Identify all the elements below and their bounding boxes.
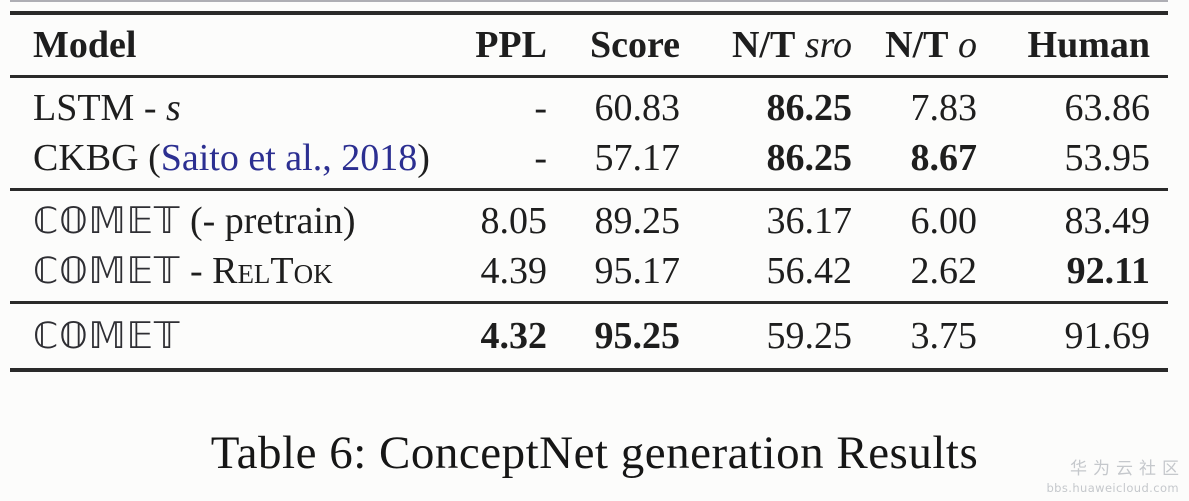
top-faint-rule (10, 0, 1168, 2)
value-cell-score: 60.83 (594, 87, 681, 129)
column-header-label: N/T (731, 24, 796, 66)
column-header-label: PPL (475, 24, 547, 66)
value-cell-human: 92.11 (1066, 250, 1150, 292)
value-cell-ppl: - (534, 87, 547, 129)
value-cell-ppl: - (534, 137, 547, 179)
value-cell-nt-o: 3.75 (910, 315, 978, 357)
column-header-human: Human (977, 13, 1168, 77)
row-group-1: LSTM - s -60.83 86.25 7.83 63.86 CKBG (Saito … (10, 77, 1168, 190)
value-cell-human: 83.49 (1064, 200, 1151, 242)
value-cell-ppl: 8.05 (480, 200, 548, 242)
watermark-url: bbs.huaweicloud.com (1046, 481, 1179, 495)
header-row: Model PPL Score N/T sro N/T o Human (10, 13, 1168, 77)
value-cell-nt-o: 7.83 (910, 87, 978, 129)
model-name-text: RelTok (212, 250, 333, 292)
model-name-text: LSTM - (33, 87, 166, 129)
table-row: LSTM - s - 60.83 86.25 7.83 63.86 (10, 77, 1168, 134)
value-cell-nt-sro: 86.25 (766, 137, 853, 179)
column-header-math-symbol: sro (795, 24, 852, 66)
model-cell: ℂ𝕆𝕄𝔼𝕋 (- pretrain) (10, 190, 450, 247)
value-cell-score: 95.25 (594, 315, 681, 357)
model-name-text: - (180, 250, 213, 292)
model-name-text: CKBG ( (33, 137, 161, 179)
model-cell: CKBG (Saito et al., 2018) (10, 133, 450, 190)
model-brand-name: ℂ𝕆𝕄𝔼𝕋 (33, 315, 181, 357)
value-cell-ppl: 4.32 (480, 315, 548, 357)
model-name-text: s (166, 87, 181, 129)
model-cell: LSTM - s (10, 77, 450, 134)
citation-link[interactable]: Saito et al., 2018 (160, 137, 418, 179)
value-cell-human: 63.86 (1064, 87, 1151, 129)
column-header-label: Score (589, 24, 680, 66)
row-group-3: ℂ𝕆𝕄𝔼𝕋 4.32 95.25 59.25 3.75 91.69 (10, 303, 1168, 371)
column-header-score: Score (547, 13, 680, 77)
column-header-label: Human (1027, 24, 1150, 66)
watermark: 华为云社区 bbs.huaweicloud.com (1046, 454, 1179, 495)
value-cell-ppl: 4.39 (480, 250, 548, 292)
table-area: Model PPL Score N/T sro N/T o Human LSTM - s-… (10, 0, 1168, 372)
column-header-nt-o: N/T o (852, 13, 977, 77)
value-cell-score: 95.17 (594, 250, 681, 292)
value-cell-nt-o: 8.67 (910, 137, 978, 179)
value-cell-score: 89.25 (594, 200, 681, 242)
row-group-2: ℂ𝕆𝕄𝔼𝕋 (- pretrain) 8.05 89.25 36.17 6.00 83.4… (10, 190, 1168, 303)
value-cell-nt-sro: 56.42 (766, 250, 853, 292)
table-row: CKBG (Saito et al., 2018) - 57.17 86.25 8.67… (10, 133, 1168, 190)
results-table: Model PPL Score N/T sro N/T o Human LSTM - s-… (10, 11, 1168, 372)
value-cell-score: 57.17 (594, 137, 681, 179)
value-cell-nt-sro: 86.25 (766, 87, 853, 129)
value-cell-human: 53.95 (1064, 137, 1151, 179)
table-row: ℂ𝕆𝕄𝔼𝕋 (- pretrain) 8.05 89.25 36.17 6.00 83.4… (10, 190, 1168, 247)
table-row: ℂ𝕆𝕄𝔼𝕋 4.32 95.25 59.25 3.75 91.69 (10, 303, 1168, 371)
model-name-text: (- pretrain) (180, 200, 356, 242)
column-header-ppl: PPL (450, 13, 547, 77)
column-header-label: N/T (885, 24, 949, 66)
model-name-text: ) (417, 137, 430, 179)
column-header-nt-sro: N/T sro (680, 13, 852, 77)
value-cell-nt-sro: 59.25 (766, 315, 853, 357)
column-header-model: Model (10, 13, 450, 77)
table-row: ℂ𝕆𝕄𝔼𝕋 - RelTok 4.39 95.17 56.42 2.62 92.11 (10, 246, 1168, 303)
column-header-label: Model (33, 24, 137, 66)
value-cell-human: 91.69 (1064, 315, 1151, 357)
value-cell-nt-sro: 36.17 (766, 200, 853, 242)
model-brand-name: ℂ𝕆𝕄𝔼𝕋 (33, 250, 181, 292)
model-cell: ℂ𝕆𝕄𝔼𝕋 (10, 303, 450, 371)
value-cell-nt-o: 6.00 (910, 200, 978, 242)
model-brand-name: ℂ𝕆𝕄𝔼𝕋 (33, 200, 181, 242)
value-cell-nt-o: 2.62 (910, 250, 978, 292)
model-cell: ℂ𝕆𝕄𝔼𝕋 - RelTok (10, 246, 450, 303)
column-header-math-symbol: o (948, 24, 977, 66)
watermark-title: 华为云社区 (1070, 459, 1185, 479)
table-caption: Table 6: ConceptNet generation Results (210, 427, 979, 479)
